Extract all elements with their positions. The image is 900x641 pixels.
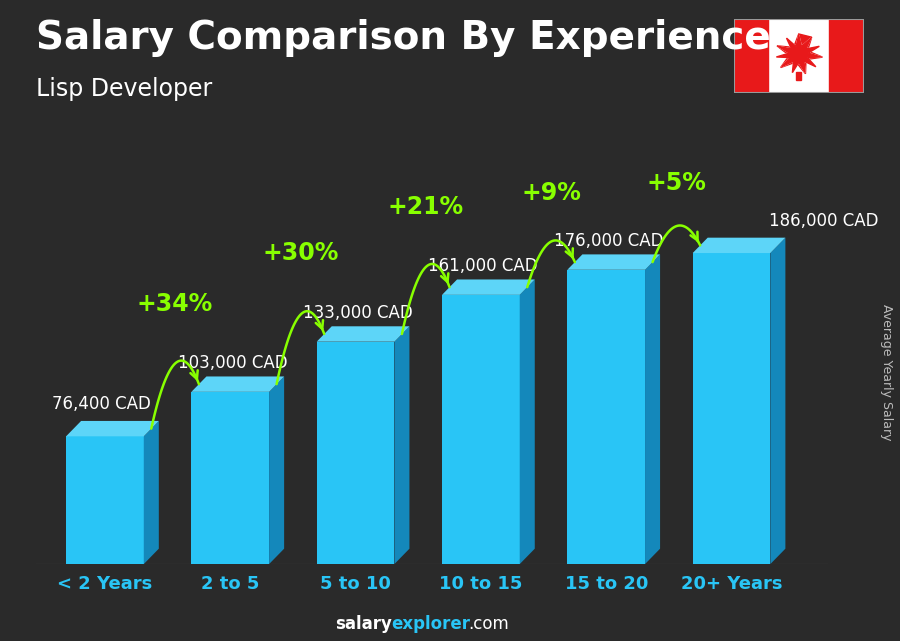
Polygon shape: [66, 437, 144, 564]
Polygon shape: [770, 238, 786, 564]
Text: +21%: +21%: [388, 195, 464, 219]
Polygon shape: [144, 421, 158, 564]
Text: explorer: explorer: [392, 615, 471, 633]
Bar: [796, 72, 801, 80]
Text: +34%: +34%: [137, 292, 213, 315]
Text: salary: salary: [335, 615, 392, 633]
Polygon shape: [693, 253, 770, 564]
Text: Salary Comparison By Experience: Salary Comparison By Experience: [36, 19, 770, 57]
Text: 76,400 CAD: 76,400 CAD: [52, 395, 151, 413]
Polygon shape: [567, 270, 645, 564]
Bar: [829, 19, 864, 93]
Polygon shape: [317, 326, 410, 342]
Polygon shape: [66, 421, 158, 437]
Polygon shape: [777, 35, 821, 72]
Polygon shape: [693, 238, 786, 253]
Bar: [734, 19, 769, 93]
Polygon shape: [777, 35, 821, 72]
Polygon shape: [645, 254, 660, 564]
Text: 186,000 CAD: 186,000 CAD: [770, 212, 878, 229]
Text: +5%: +5%: [646, 171, 706, 196]
Text: 103,000 CAD: 103,000 CAD: [177, 354, 287, 372]
Polygon shape: [442, 279, 535, 295]
Polygon shape: [192, 376, 284, 392]
Text: +9%: +9%: [521, 181, 581, 205]
Polygon shape: [777, 34, 823, 74]
Text: +30%: +30%: [262, 242, 338, 265]
Polygon shape: [317, 342, 394, 564]
Text: 133,000 CAD: 133,000 CAD: [303, 304, 413, 322]
Text: Average Yearly Salary: Average Yearly Salary: [880, 304, 893, 440]
Text: Lisp Developer: Lisp Developer: [36, 77, 212, 101]
Polygon shape: [519, 279, 535, 564]
Polygon shape: [192, 392, 269, 564]
Text: .com: .com: [468, 615, 508, 633]
Text: 161,000 CAD: 161,000 CAD: [428, 257, 538, 275]
Polygon shape: [269, 376, 284, 564]
Text: 176,000 CAD: 176,000 CAD: [554, 231, 663, 250]
Polygon shape: [394, 326, 410, 564]
Polygon shape: [567, 254, 660, 270]
Polygon shape: [442, 295, 519, 564]
